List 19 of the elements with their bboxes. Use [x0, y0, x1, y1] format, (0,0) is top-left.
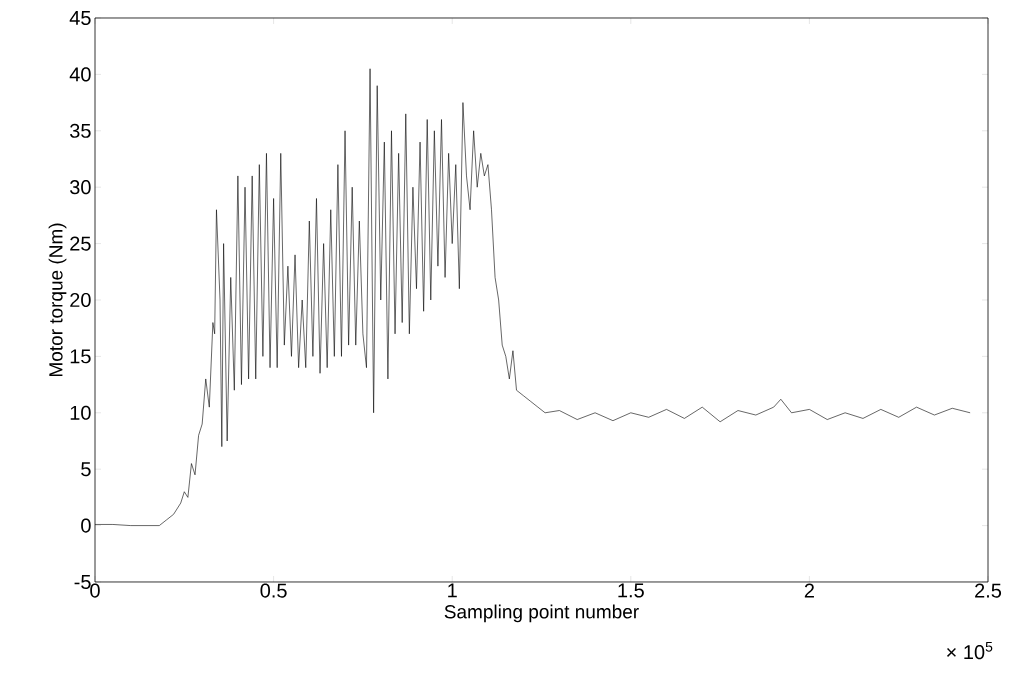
y-tick-label: 5 — [81, 462, 91, 477]
y-axis-title: Motor torque (Nm) — [48, 223, 67, 377]
x-axis-title: Sampling point number — [444, 604, 639, 623]
x-tick-label: 1 — [448, 583, 457, 598]
y-tick-label: 45 — [69, 11, 91, 25]
y-tick-label: -5 — [74, 575, 91, 589]
y-tick-label: 30 — [70, 180, 91, 195]
x-tick-label: 2 — [804, 583, 814, 598]
y-tick-label: 10 — [70, 405, 91, 420]
text: × 10$^{5}$ — [947, 641, 993, 660]
x-tick-label: 1.5 — [618, 583, 644, 598]
x-tick-label: 2.5 — [975, 583, 1002, 598]
y-tick-label: 40 — [69, 67, 91, 82]
x-tick-label: 0.5 — [260, 583, 287, 598]
y-tick-label: 35 — [70, 123, 91, 138]
y-tick-label: 20 — [70, 292, 91, 308]
y-tick-label: 15 — [70, 349, 91, 364]
y-tick-label: 25 — [70, 236, 91, 251]
y-tick-label: 0 — [81, 518, 91, 533]
